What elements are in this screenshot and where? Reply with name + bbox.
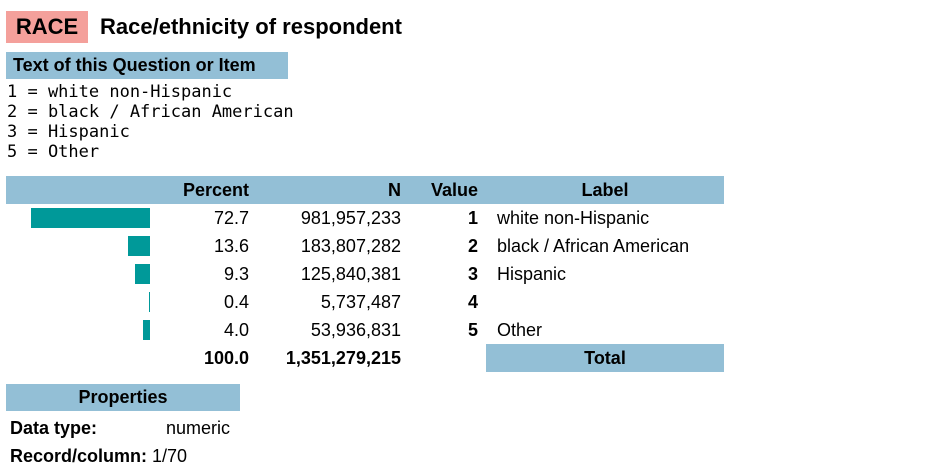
label-cell: white non-Hispanic xyxy=(497,208,650,228)
properties-list: Data type: numeric Record/column: 1/70 xyxy=(10,414,230,470)
variable-title: Race/ethnicity of respondent xyxy=(100,14,402,39)
frequency-header-row: Percent N Value Label xyxy=(6,176,724,204)
bar-column-header xyxy=(6,176,152,204)
gap-cell xyxy=(478,232,486,260)
n-column-header: N xyxy=(249,176,401,204)
percent-cell: 0.4 xyxy=(223,292,249,312)
total-label-cell: Total xyxy=(486,344,724,372)
question-line: 5 = Other xyxy=(7,142,100,162)
value-cell: 2 xyxy=(467,236,478,256)
label-cell: black / African American xyxy=(497,236,690,256)
bar-cell xyxy=(6,288,152,316)
property-value: 1/70 xyxy=(152,446,188,466)
total-row: 100.0 1,351,279,215 Total xyxy=(6,344,724,372)
property-record-column: Record/column: 1/70 xyxy=(10,442,230,470)
table-row: 13.6 183,807,282 2 black / African Ameri… xyxy=(6,232,724,260)
value-cell: 5 xyxy=(467,320,478,340)
value-cell: 3 xyxy=(467,264,478,284)
percent-bar xyxy=(134,264,150,284)
table-row: 4.0 53,936,831 5 Other xyxy=(6,316,724,344)
gap-cell xyxy=(478,316,486,344)
n-cell: 125,840,381 xyxy=(300,264,401,284)
bar-cell xyxy=(6,316,152,344)
table-row: 0.4 5,737,487 4 xyxy=(6,288,724,316)
gap-cell xyxy=(478,204,486,232)
question-line: 3 = Hispanic xyxy=(7,122,130,142)
question-line: 1 = white non-Hispanic xyxy=(7,82,233,102)
value-column-header: Value xyxy=(401,176,478,204)
property-value: numeric xyxy=(166,418,231,438)
total-bar-cell xyxy=(6,344,152,372)
percent-bar xyxy=(127,236,150,256)
n-cell: 981,957,233 xyxy=(300,208,401,228)
percent-bar xyxy=(143,320,150,340)
label-cell: Hispanic xyxy=(497,264,567,284)
question-text-heading: Text of this Question or Item xyxy=(6,52,288,79)
gap-column-header xyxy=(478,176,486,204)
table-row: 72.7 981,957,233 1 white non-Hispanic xyxy=(6,204,724,232)
n-cell: 53,936,831 xyxy=(310,320,401,340)
question-text: 1 = white non-Hispanic 2 = black / Afric… xyxy=(7,82,294,162)
label-column-header: Label xyxy=(486,176,724,204)
percent-bar xyxy=(30,208,150,228)
property-key: Data type: xyxy=(10,418,98,438)
property-data-type: Data type: numeric xyxy=(10,414,230,442)
total-value-cell xyxy=(401,344,478,372)
total-gap-cell xyxy=(478,344,486,372)
frequency-table: Percent N Value Label 72.7 981,957,233 1… xyxy=(6,176,724,372)
percent-cell: 13.6 xyxy=(213,236,249,256)
percent-cell: 4.0 xyxy=(223,320,249,340)
value-cell: 1 xyxy=(467,208,478,228)
bar-cell xyxy=(6,232,152,260)
properties-heading: Properties xyxy=(6,384,240,411)
label-cell xyxy=(486,288,724,316)
bar-cell xyxy=(6,204,152,232)
percent-cell: 72.7 xyxy=(213,208,249,228)
total-n-cell: 1,351,279,215 xyxy=(285,348,401,368)
question-line: 2 = black / African American xyxy=(7,102,294,122)
property-key: Record/column: xyxy=(10,446,148,466)
percent-cell: 9.3 xyxy=(223,264,249,284)
gap-cell xyxy=(478,260,486,288)
percent-column-header: Percent xyxy=(152,176,249,204)
percent-bar xyxy=(148,292,150,312)
table-row: 9.3 125,840,381 3 Hispanic xyxy=(6,260,724,288)
gap-cell xyxy=(478,288,486,316)
n-cell: 5,737,487 xyxy=(320,292,401,312)
total-percent-cell: 100.0 xyxy=(203,348,249,368)
variable-name-badge: RACE xyxy=(6,11,88,43)
bar-cell xyxy=(6,260,152,288)
n-cell: 183,807,282 xyxy=(300,236,401,256)
value-cell: 4 xyxy=(467,292,478,312)
label-cell: Other xyxy=(497,320,543,340)
